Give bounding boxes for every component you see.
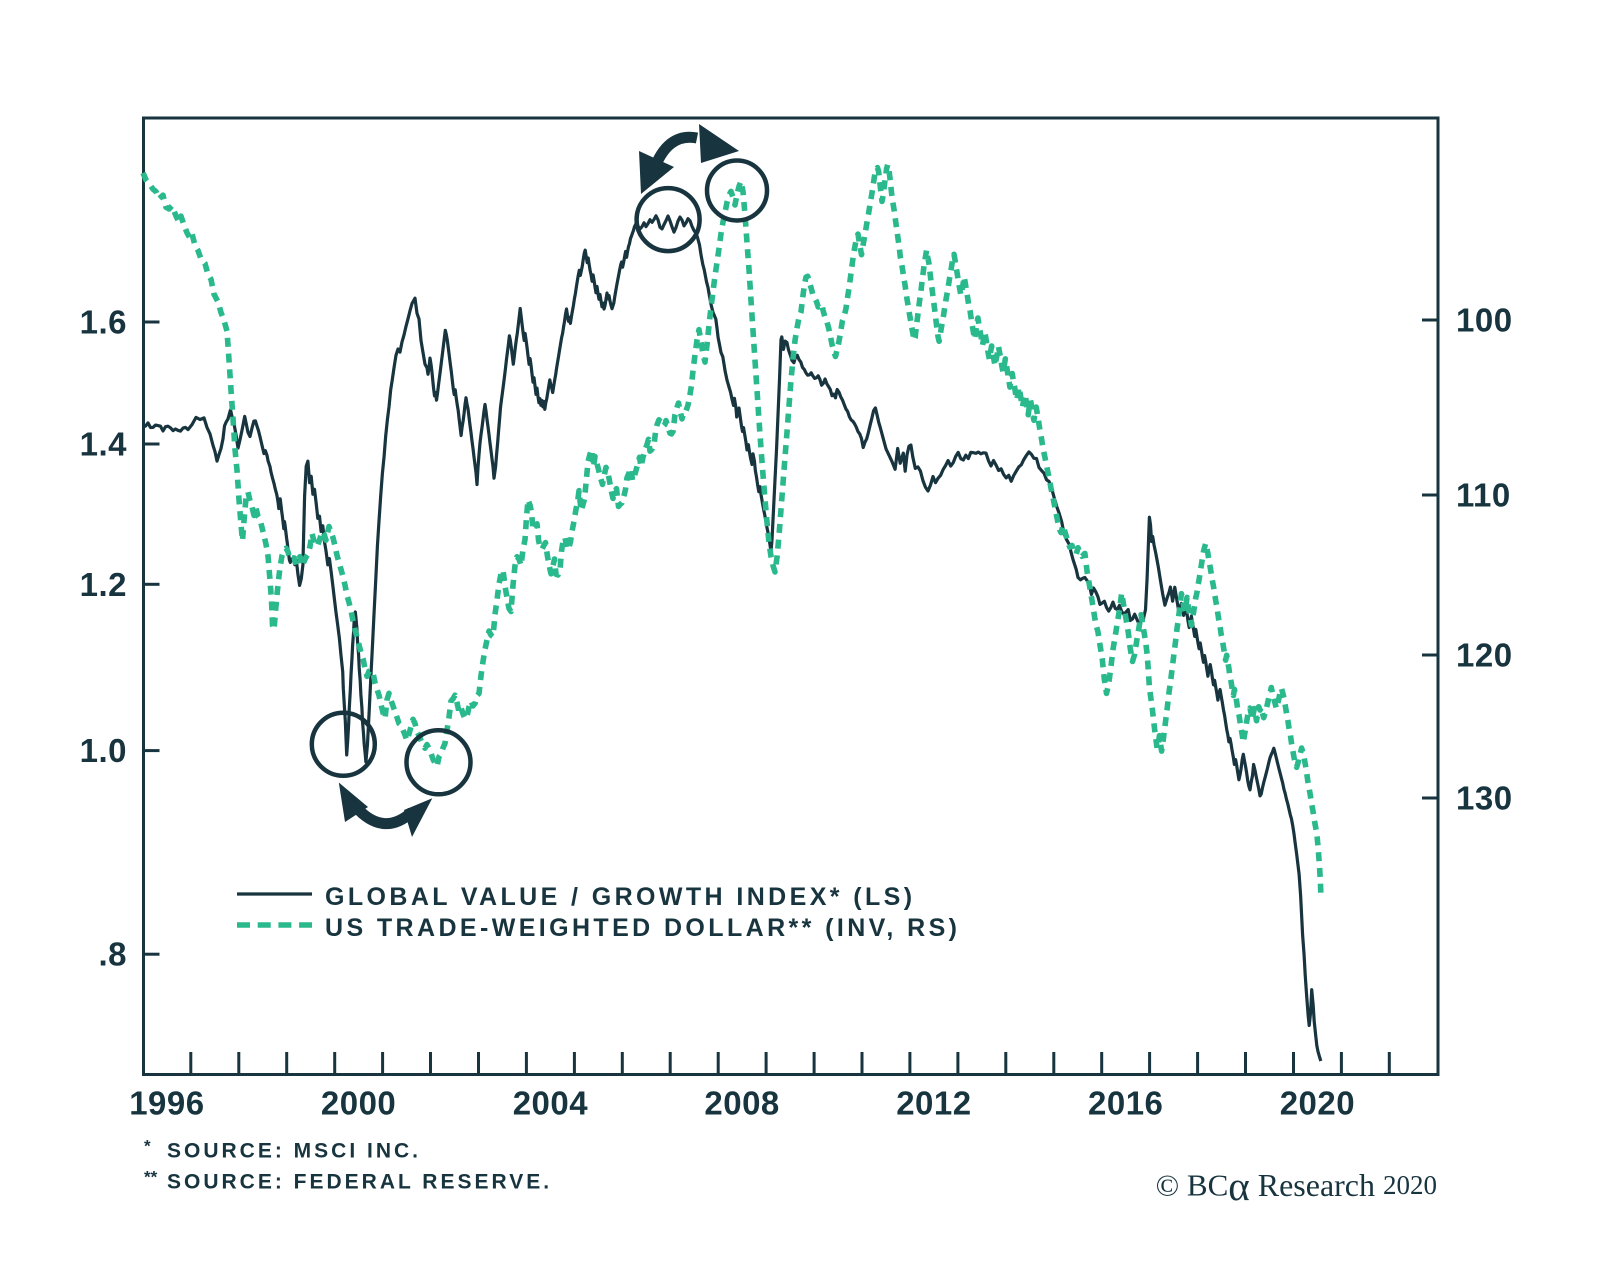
svg-text:1.2: 1.2	[80, 566, 127, 603]
svg-text:SOURCE: FEDERAL RESERVE.: SOURCE: FEDERAL RESERVE.	[167, 1171, 552, 1194]
svg-text:1.6: 1.6	[80, 304, 127, 341]
svg-text:**: **	[144, 1168, 158, 1187]
svg-text:1.0: 1.0	[80, 732, 127, 769]
svg-text:2004: 2004	[513, 1085, 589, 1122]
svg-text:© BCα Research 2020: © BCα Research 2020	[1156, 1163, 1437, 1209]
svg-text:2008: 2008	[704, 1085, 779, 1122]
svg-text:2020: 2020	[1280, 1085, 1355, 1122]
svg-text:110: 110	[1456, 477, 1511, 514]
svg-text:2012: 2012	[896, 1085, 971, 1122]
svg-text:100: 100	[1456, 302, 1513, 339]
svg-text:2000: 2000	[321, 1085, 396, 1122]
svg-text:.8: .8	[98, 936, 127, 973]
svg-text:2016: 2016	[1088, 1085, 1163, 1122]
svg-text:US TRADE-WEIGHTED DOLLAR** (IN: US TRADE-WEIGHTED DOLLAR** (INV, RS)	[325, 914, 960, 942]
svg-text:130: 130	[1456, 780, 1513, 817]
svg-text:SOURCE: MSCI INC.: SOURCE: MSCI INC.	[167, 1140, 421, 1163]
svg-text:GLOBAL VALUE / GROWTH INDEX* (: GLOBAL VALUE / GROWTH INDEX* (LS)	[325, 883, 915, 911]
svg-text:120: 120	[1456, 637, 1513, 674]
svg-text:1.4: 1.4	[80, 426, 128, 463]
svg-text:1996: 1996	[129, 1085, 204, 1122]
svg-text:*: *	[144, 1137, 151, 1156]
